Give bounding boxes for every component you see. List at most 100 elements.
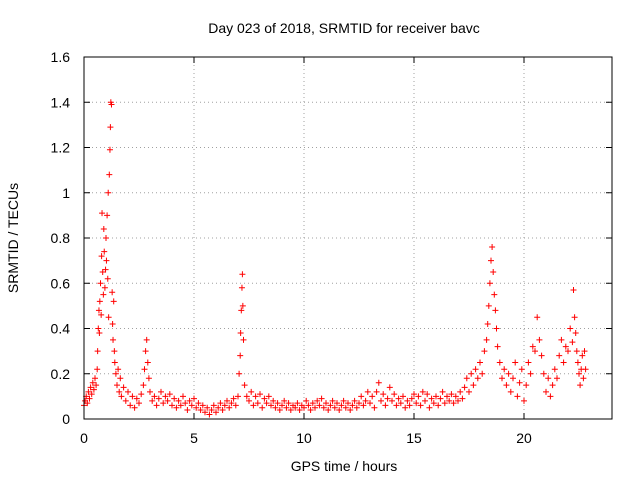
data-point: [331, 404, 338, 411]
data-point: [100, 225, 107, 232]
data-point: [248, 388, 255, 395]
data-point: [84, 400, 91, 407]
y-tick-label: 0.4: [51, 321, 71, 337]
data-point: [393, 402, 400, 409]
data-point: [369, 393, 376, 400]
data-point: [411, 391, 417, 398]
data-point: [90, 386, 97, 393]
data-point: [164, 397, 171, 404]
data-point: [518, 366, 525, 373]
data-point: [450, 400, 457, 407]
data-point: [101, 284, 108, 291]
data-point: [101, 248, 108, 255]
data-point: [327, 402, 334, 409]
data-point: [270, 397, 277, 404]
data-point: [263, 400, 270, 407]
data-point: [160, 400, 167, 407]
data-point: [221, 402, 228, 409]
data-point: [133, 395, 140, 402]
data-point: [108, 101, 115, 108]
data-point: [576, 370, 582, 377]
data-point: [389, 397, 395, 404]
data-point: [549, 382, 556, 389]
data-point: [232, 402, 239, 409]
data-point: [217, 400, 224, 407]
data-point: [424, 391, 431, 398]
y-tick-label: 1: [62, 185, 70, 201]
data-point: [158, 388, 164, 395]
data-point: [257, 391, 263, 398]
data-point: [138, 391, 145, 398]
data-point: [162, 393, 169, 400]
data-point: [457, 388, 464, 395]
data-point: [120, 384, 127, 391]
data-point: [195, 400, 202, 407]
data-point: [94, 348, 101, 355]
x-tick-label: 20: [516, 430, 532, 446]
data-point: [110, 336, 117, 343]
data-point: [569, 339, 576, 346]
data-point: [287, 406, 294, 413]
data-point: [129, 393, 136, 400]
data-point: [272, 404, 279, 411]
data-point: [367, 400, 373, 407]
data-point: [406, 402, 413, 409]
data-point: [430, 400, 437, 407]
data-point: [184, 406, 191, 413]
data-point: [206, 411, 213, 418]
data-point: [543, 388, 549, 395]
data-point: [336, 406, 343, 413]
tick-labels: 0 0.2 0.4 0.6 0.8 1 1.2 1.4 1.6 0 5 10 15 20: [51, 49, 532, 446]
data-point: [96, 330, 103, 337]
data-point: [93, 382, 100, 389]
data-point: [428, 395, 435, 402]
data-point: [140, 382, 147, 389]
data-point: [102, 266, 109, 273]
data-point: [153, 402, 160, 409]
data-point: [466, 388, 472, 395]
data-point: [349, 402, 356, 409]
data-point: [373, 388, 380, 395]
data-point: [281, 397, 288, 404]
data-point: [314, 397, 321, 404]
data-point: [208, 406, 215, 413]
data-point: [155, 395, 162, 402]
data-point: [481, 348, 488, 355]
x-axis-label: GPS time / hours: [291, 458, 398, 474]
data-point: [547, 393, 554, 400]
x-tick-label: 10: [296, 430, 312, 446]
data-point: [580, 375, 587, 382]
data-point: [114, 382, 120, 389]
data-point: [323, 400, 329, 407]
data-point: [219, 406, 226, 413]
data-point: [309, 400, 316, 407]
data-point: [441, 400, 448, 407]
data-point: [131, 404, 138, 411]
data-point: [202, 409, 208, 416]
data-point: [491, 291, 498, 298]
data-point: [505, 370, 512, 377]
data-point: [265, 393, 272, 400]
data-points: [81, 99, 589, 418]
data-point: [532, 348, 538, 355]
chart-title: Day 023 of 2018, SRMTID for receiver bav…: [208, 20, 480, 36]
data-point: [551, 366, 558, 373]
data-point: [316, 402, 323, 409]
data-point: [237, 352, 244, 359]
data-point: [96, 298, 103, 305]
y-tick-label: 0.2: [51, 366, 71, 382]
data-point: [378, 397, 384, 404]
data-point: [371, 404, 378, 411]
data-point: [338, 402, 345, 409]
data-point: [395, 395, 402, 402]
data-point: [318, 395, 325, 402]
data-point: [294, 400, 301, 407]
data-point: [419, 388, 426, 395]
data-point: [87, 384, 94, 391]
data-point: [493, 325, 500, 332]
data-point: [402, 404, 409, 411]
data-point: [380, 391, 387, 398]
y-axis-label: SRMTID / TECUs: [5, 183, 21, 293]
data-point: [199, 402, 206, 409]
data-point: [116, 388, 123, 395]
